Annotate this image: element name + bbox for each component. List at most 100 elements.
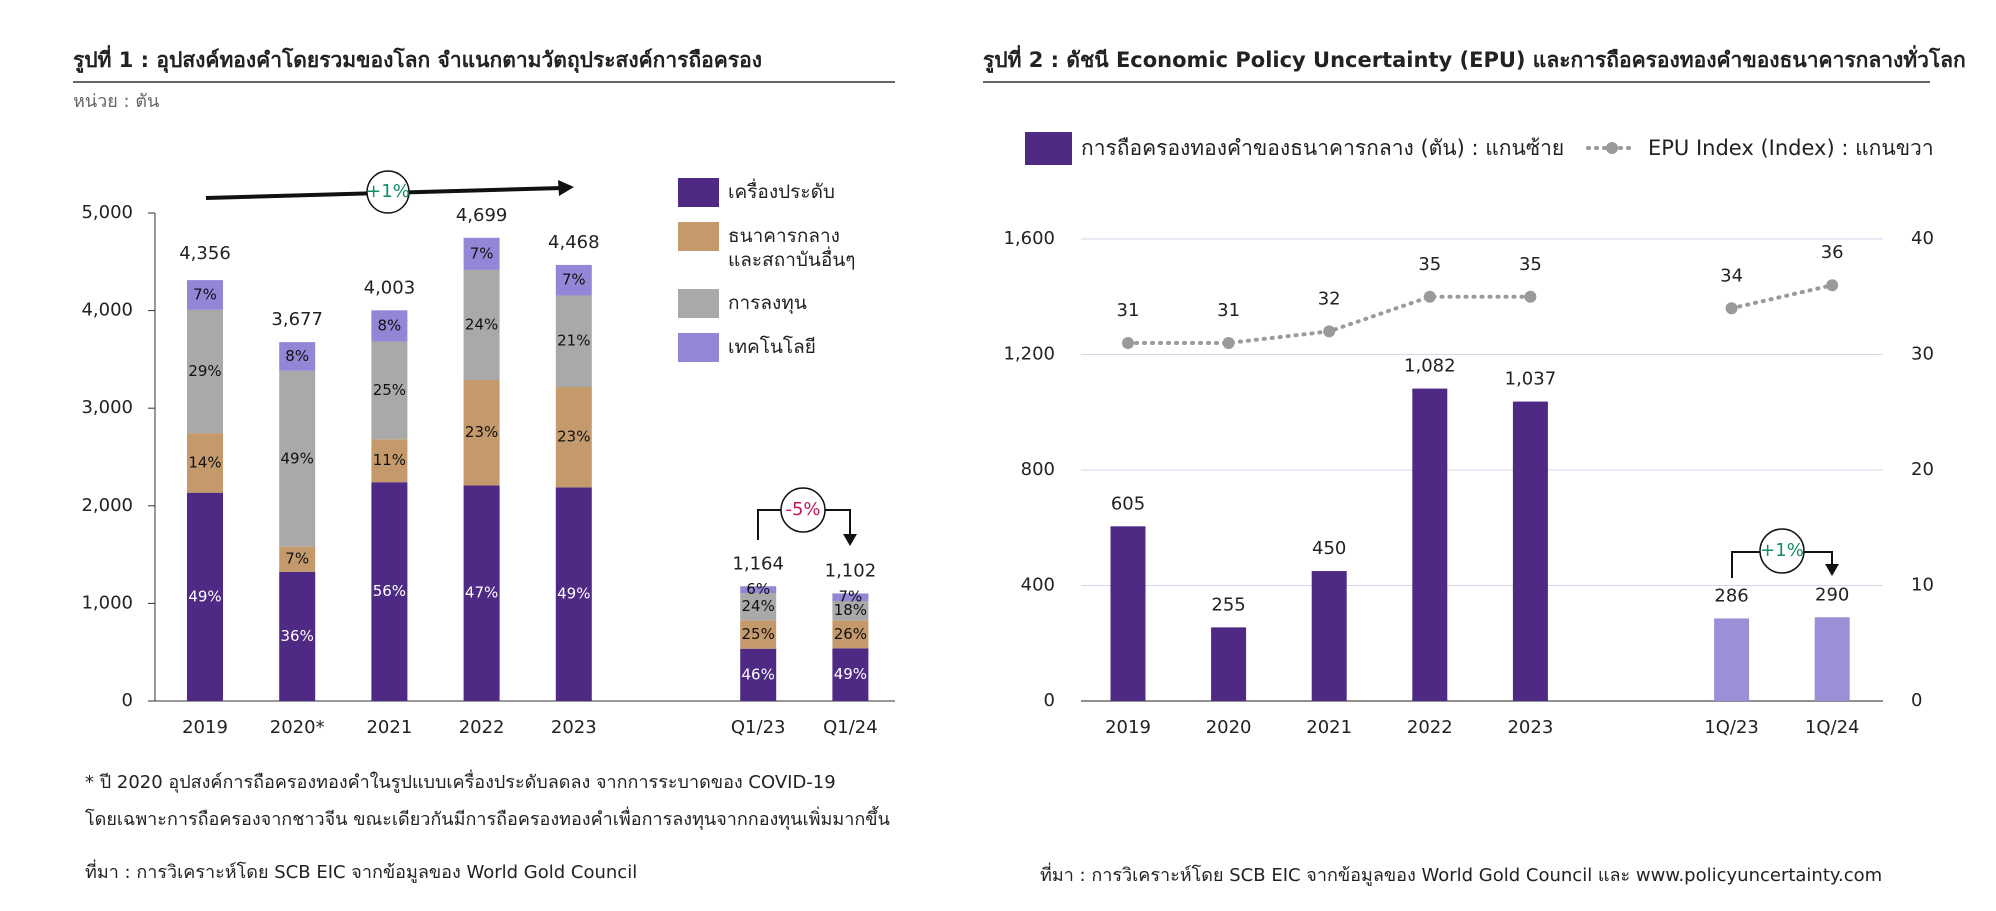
- legend-label: เครื่องประดับ: [728, 181, 835, 203]
- annotation-circle: [780, 487, 826, 533]
- legend-swatch: [678, 222, 719, 251]
- segment-label: 26%: [834, 625, 867, 643]
- bar-segment: [279, 370, 316, 547]
- legend-label: การลงทุน: [728, 292, 807, 314]
- bar-label: 286: [1714, 585, 1748, 606]
- total-label: 4,699: [456, 205, 508, 226]
- segment-label: 25%: [742, 625, 775, 643]
- bar-segment: [832, 620, 869, 649]
- legend-swatch: [678, 178, 719, 207]
- bar-segment: [187, 280, 223, 310]
- segment-label: 29%: [188, 362, 221, 380]
- legend-label: เทคโนโลยี: [728, 336, 816, 358]
- x-tick-label: 2020: [1206, 717, 1252, 738]
- epu-point: [1323, 325, 1336, 338]
- segment-label: 8%: [378, 316, 402, 334]
- y-tick-label: 1,200: [1003, 344, 1055, 365]
- epu-label: 35: [1519, 254, 1542, 275]
- epu-label: 35: [1418, 254, 1441, 275]
- bar-segment: [740, 593, 777, 621]
- bar-label: 605: [1111, 493, 1145, 514]
- bar-segment: [187, 492, 223, 701]
- epu-point: [1524, 290, 1537, 303]
- bar-label: 1,082: [1404, 356, 1456, 377]
- total-label: 4,356: [179, 243, 231, 264]
- bar-segment: [371, 482, 408, 701]
- arrow-head: [843, 534, 857, 546]
- segment-label: 7%: [562, 271, 586, 289]
- y-tick-label: 1,000: [81, 592, 133, 613]
- segment-label: 49%: [557, 585, 590, 603]
- segment-label: 24%: [742, 597, 775, 615]
- bar-label: 1,037: [1505, 369, 1557, 390]
- epu-label: 34: [1720, 265, 1743, 286]
- epu-label: 36: [1821, 242, 1844, 263]
- segment-label: 7%: [839, 588, 863, 606]
- footnote: โดยเฉพาะการถือครองจากชาวจีน ขณะเดียวกันม…: [85, 806, 890, 830]
- epu-label: 31: [1117, 300, 1140, 321]
- x-tick-label: 2023: [551, 717, 597, 738]
- segment-label: 11%: [373, 451, 406, 469]
- bar: [1412, 388, 1448, 701]
- segment-label: 7%: [193, 285, 217, 303]
- bar-label: 255: [1211, 594, 1245, 615]
- chart-title: รูปที่ 2 : ดัชนี Economic Policy Uncerta…: [983, 44, 1966, 74]
- x-tick-label: 1Q/23: [1704, 717, 1759, 738]
- x-tick-label: 2022: [1407, 717, 1453, 738]
- x-tick-label: Q1/24: [823, 717, 878, 738]
- unit-label: หน่วย : ตัน: [73, 91, 159, 112]
- x-tick-label: 2019: [182, 717, 228, 738]
- y-tick-label: 2,000: [81, 495, 133, 516]
- legend-swatch: [678, 289, 719, 318]
- epu-point: [1222, 336, 1235, 349]
- bar-segment: [187, 309, 223, 434]
- bar-segment: [555, 264, 592, 296]
- y2-tick-label: 10: [1911, 575, 1934, 596]
- y2-tick-label: 0: [1911, 690, 1922, 711]
- segment-label: 49%: [834, 665, 867, 683]
- arrow-head: [558, 180, 574, 196]
- legend-label: ธนาคารกลาง และสถาบันอื่นๆ: [728, 225, 856, 271]
- total-label: 1,102: [825, 560, 877, 581]
- bar: [1512, 401, 1548, 701]
- epu-label: 31: [1217, 300, 1240, 321]
- segment-label: 23%: [465, 423, 498, 441]
- bar-segment: [555, 387, 592, 488]
- x-tick-label: 2021: [1306, 717, 1352, 738]
- source: ที่มา : การวิเคราะห์โดย SCB EIC จากข้อมู…: [85, 859, 637, 883]
- epu-point: [1423, 290, 1436, 303]
- bar-segment: [463, 269, 500, 380]
- bar-segment: [463, 237, 500, 270]
- bar-segment: [279, 571, 316, 701]
- bar-segment: [740, 586, 777, 594]
- chart-title: รูปที่ 1 : อุปสงค์ทองคำโดยรวมของโลก จำแน…: [73, 44, 762, 74]
- y-tick-label: 3,000: [81, 397, 133, 418]
- y2-tick-label: 20: [1911, 459, 1934, 480]
- y-tick-label: 1,600: [1003, 228, 1055, 249]
- source: ที่มา : การวิเคราะห์โดย SCB EIC จากข้อมู…: [1040, 862, 1882, 886]
- segment-label: 49%: [281, 449, 314, 467]
- footnote: * ปี 2020 อุปสงค์การถือครองทองคำในรูปแบบ…: [85, 769, 836, 793]
- segment-label: 47%: [465, 584, 498, 602]
- x-tick-label: 1Q/24: [1805, 717, 1860, 738]
- legend-label: การถือครองทองคำของธนาคารกลาง (ตัน) : แกน…: [1081, 136, 1564, 160]
- bar-segment: [463, 379, 500, 486]
- bar: [1110, 526, 1146, 701]
- x-tick-label: 2020*: [270, 717, 325, 738]
- y-tick-label: 400: [1021, 575, 1055, 596]
- bar-segment: [555, 487, 592, 701]
- x-tick-label: 2022: [459, 717, 505, 738]
- bar: [1311, 571, 1347, 701]
- segment-label: 18%: [834, 601, 867, 619]
- epu-label: 32: [1318, 288, 1341, 309]
- segment-label: 21%: [557, 332, 590, 350]
- epu-point: [1826, 279, 1839, 292]
- segment-label: 56%: [373, 582, 406, 600]
- legend-swatch: [1025, 132, 1072, 165]
- y-tick-label: 0: [1044, 690, 1055, 711]
- epu-point: [1122, 336, 1134, 349]
- bar-segment: [371, 439, 408, 483]
- segment-label: 14%: [188, 453, 221, 471]
- x-tick-label: 2021: [366, 717, 412, 738]
